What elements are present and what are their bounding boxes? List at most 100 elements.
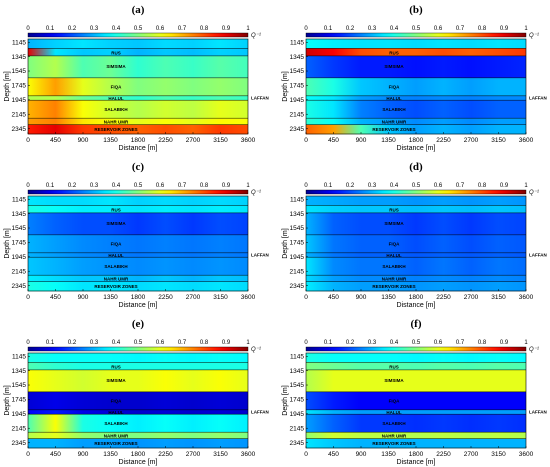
colorbar: [305, 32, 527, 38]
x-tick-label: 0: [304, 451, 308, 458]
heatmap-layer: [306, 391, 526, 411]
y-tick-label: 1745: [290, 240, 305, 247]
heatmap-layer: [28, 234, 248, 254]
x-tick-label: 900: [78, 137, 89, 144]
colorbar-tick-label: 0.9: [500, 340, 509, 346]
panel-label: (c): [132, 161, 145, 173]
heatmap-layer: [306, 275, 526, 282]
x-tick-label: 2250: [158, 294, 173, 301]
formation-label: HALUL: [108, 96, 123, 101]
formation-label: FIQA: [111, 84, 122, 89]
x-tick-label: 1350: [103, 137, 118, 144]
colorbar-tick-label: 0.6: [156, 26, 165, 32]
x-tick-label: 1350: [381, 451, 396, 458]
colorbar-tick-label: 0.1: [324, 340, 333, 346]
y-tick-label: 2145: [290, 111, 305, 118]
y-tick-label: 1345: [290, 54, 305, 61]
formation-label: NAHR UMR: [382, 119, 407, 124]
formation-label: NAHR UMR: [382, 433, 407, 438]
formation-label: RUS: [111, 207, 121, 212]
side-formation-label: LAFFAN: [251, 410, 269, 415]
x-tick-label: 3600: [241, 294, 256, 301]
formation-label: SALABIKH: [104, 264, 127, 269]
formation-label: FIQA: [111, 398, 122, 403]
x-tick-label: 3600: [241, 451, 256, 458]
y-tick-label: 1945: [290, 254, 305, 261]
x-tick-label: 3150: [491, 451, 506, 458]
colorbar-tick-label: 0.8: [200, 183, 209, 189]
colorbar-tick-label: 0.1: [324, 183, 333, 189]
colorbar: [305, 189, 527, 195]
colorbar-label: Q⁻¹: [529, 33, 539, 39]
colorbar-tick-label: 0.6: [434, 183, 443, 189]
x-tick-label: 2250: [436, 137, 451, 144]
heatmap-layer: [28, 432, 248, 439]
panel-2: (b) 0 0.1 0.2 0.3 0.4 0.5 0.6 0.7 0.8 0.9 1Q⁻¹ RUS SI…: [282, 4, 547, 152]
heatmap-layer: [306, 234, 526, 254]
colorbar: [27, 189, 249, 195]
formation-label: SIMSIMA: [384, 64, 404, 69]
y-tick-label: 1145: [290, 353, 304, 360]
colorbar-tick-label: 0.9: [500, 183, 509, 189]
heatmap-layer: [306, 257, 526, 276]
colorbar-label: Q⁻¹: [251, 190, 261, 196]
x-tick-label: 2700: [464, 294, 479, 301]
y-tick-label: 1345: [12, 211, 27, 218]
y-tick-label: 1745: [12, 83, 27, 90]
colorbar-tick-label: 0.5: [412, 183, 421, 189]
y-tick-label: 2345: [290, 283, 305, 290]
x-tick-label: 450: [50, 451, 61, 458]
y-tick-label: 1145: [290, 196, 304, 203]
x-tick-label: 3600: [519, 137, 534, 144]
colorbar-tick-label: 0.8: [478, 26, 487, 32]
colorbar-tick-label: 0.2: [68, 340, 77, 346]
x-tick-label: 0: [26, 451, 30, 458]
colorbar-tick-label: 0: [26, 26, 30, 32]
colorbar-tick-label: 0.6: [156, 340, 165, 346]
x-tick-label: 3600: [519, 451, 534, 458]
x-tick-label: 3150: [213, 294, 228, 301]
colorbar-tick-label: 0: [26, 340, 30, 346]
colorbar-tick-label: 0.4: [112, 340, 121, 346]
heatmap-layer: [306, 212, 526, 236]
x-tick-label: 900: [356, 137, 367, 144]
colorbar-tick-label: 0.4: [112, 183, 121, 189]
heatmap-layer: [28, 252, 248, 258]
colorbar-label: Q⁻¹: [251, 33, 261, 39]
x-tick-label: 2250: [436, 451, 451, 458]
x-tick-label: 2250: [436, 294, 451, 301]
colorbar-tick-label: 0.1: [46, 26, 55, 32]
heatmap-layer: [28, 55, 248, 79]
formation-label: RESERVOIR ZONES: [94, 127, 137, 132]
y-tick-label: 1945: [12, 97, 27, 104]
panel-label: (f): [411, 318, 422, 330]
colorbar-tick-label: 0.9: [222, 183, 231, 189]
formation-label: FIQA: [389, 241, 400, 246]
heatmap-layer: [28, 257, 248, 276]
colorbar-tick-label: 0.7: [178, 26, 187, 32]
panel-4: (d) 0 0.1 0.2 0.3 0.4 0.5 0.6 0.7 0.8 0.9 1Q⁻¹ RUS SI…: [282, 161, 547, 309]
colorbar-tick-label: 0.9: [222, 340, 231, 346]
y-tick-label: 1745: [290, 83, 305, 90]
formation-label: RUS: [389, 207, 399, 212]
x-tick-label: 1800: [409, 137, 424, 144]
formation-label: SIMSIMA: [384, 221, 404, 226]
heatmap-layer: [306, 414, 526, 433]
heatmap-layer: [28, 118, 248, 125]
y-tick-label: 2145: [12, 425, 27, 432]
x-axis-label: Distance [m]: [397, 459, 436, 466]
colorbar-tick-label: 0.5: [412, 26, 421, 32]
x-tick-label: 2700: [464, 137, 479, 144]
x-tick-label: 0: [26, 294, 30, 301]
x-tick-label: 1800: [131, 451, 146, 458]
formation-label: HALUL: [108, 253, 123, 258]
heatmap-layer: [28, 48, 248, 57]
colorbar-tick-label: 0.1: [324, 26, 333, 32]
colorbar-label: Q⁻¹: [529, 190, 539, 196]
heatmap-layer: [306, 438, 526, 449]
colorbar-tick-label: 0.6: [156, 183, 165, 189]
colorbar-tick-label: 0.8: [200, 26, 209, 32]
y-tick-label: 1545: [290, 382, 305, 389]
formation-label: SALABIKH: [382, 264, 405, 269]
formation-label: SALABIKH: [104, 421, 127, 426]
